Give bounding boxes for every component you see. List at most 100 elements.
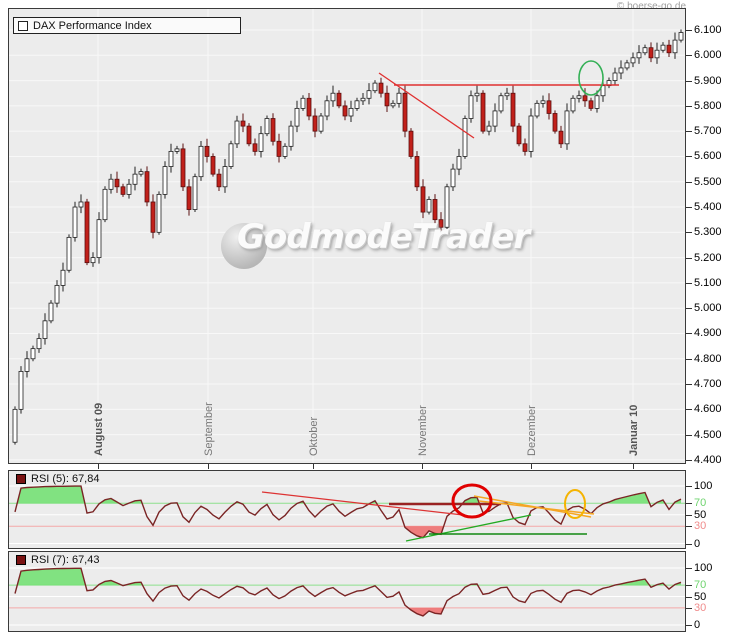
price-axis-tick [686, 434, 692, 436]
rsi-axis-label: 30 [694, 520, 707, 533]
month-axis-tick [208, 464, 209, 469]
price-axis-tick [686, 181, 692, 183]
price-axis-label: 4.700 [694, 378, 722, 391]
month-labels: August 09 September Oktober November Dezembe… [93, 402, 640, 456]
svg-text:Januar 10: Januar 10 [628, 405, 640, 456]
rsi-line [14, 485, 682, 539]
copyright-text: © boerse-go.de [616, 1, 686, 12]
rsi-axis-tick [686, 514, 692, 516]
legend-checkbox-icon[interactable] [18, 20, 28, 31]
price-axis-label: 5.400 [694, 201, 722, 214]
price-axis-tick [686, 308, 692, 310]
price-axis-tick [686, 358, 692, 360]
svg-text:Oktober: Oktober [308, 417, 320, 456]
price-axis-tick [686, 207, 692, 209]
month-axis-tick [422, 464, 423, 469]
svg-text:November: November [417, 405, 429, 456]
candlestick-chart: August 09 September Oktober November Dezembe… [9, 9, 685, 463]
rsi-axis-tick [686, 526, 692, 528]
price-axis-tick [686, 30, 692, 31]
rsi-overbought-fill [98, 580, 122, 586]
rsi-gridlines [9, 567, 685, 626]
month-axis-tick [313, 464, 314, 469]
rsi-axis-tick [686, 596, 692, 598]
price-axis-tick [686, 156, 692, 158]
price-axis-label: 5.800 [694, 99, 722, 112]
rsi5-legend: RSI (5): 67,84 [13, 472, 99, 486]
price-axis-label: 4.500 [694, 428, 722, 441]
price-axis-tick [686, 333, 692, 335]
rsi-axis-tick [686, 543, 692, 545]
price-axis-label: 5.200 [694, 251, 722, 264]
rsi-axis-label: 0 [694, 619, 701, 631]
rsi-axis-label: 0 [694, 537, 701, 550]
main-chart-panel: DAX Performance Index GodmodeTrader Augu… [8, 8, 686, 464]
rsi-overbought-fill [605, 492, 650, 504]
rsi-overbought-fill [17, 486, 85, 504]
main-legend: DAX Performance Index [13, 17, 241, 34]
price-axis-tick [686, 409, 692, 411]
rsi5-legend-swatch-icon [16, 474, 26, 484]
price-axis-tick [686, 384, 692, 386]
price-axis-label: 5.500 [694, 175, 722, 188]
rsi-axis-label: 70 [694, 497, 707, 510]
price-axis-tick [686, 459, 692, 461]
month-axis-tick [633, 464, 634, 469]
rsi7-chart [9, 567, 685, 626]
price-axis-tick [686, 257, 692, 259]
rsi-axis-tick [686, 607, 692, 609]
svg-text:Dezember: Dezember [526, 405, 538, 456]
candles-layer [12, 29, 684, 445]
price-axis-label: 5.600 [694, 150, 722, 163]
rsi-overbought-fill [99, 498, 120, 504]
price-axis-label: 5.300 [694, 226, 722, 239]
rsi-overbought-fill [17, 568, 86, 586]
month-axis-tick [98, 464, 99, 469]
rsi-line [14, 567, 682, 617]
rsi-overbought-fill [462, 497, 480, 504]
price-axis-label: 6.100 [694, 24, 722, 36]
svg-text:September: September [203, 402, 215, 456]
rsi-axis-tick [686, 486, 692, 487]
price-axis-tick [686, 282, 692, 284]
rsi7-legend-label: RSI (7): 67,43 [31, 554, 100, 566]
rsi5-legend-label: RSI (5): 67,84 [31, 473, 100, 485]
price-axis-label: 4.600 [694, 403, 722, 416]
price-axis-label: 4.800 [694, 352, 722, 365]
rsi-axis-tick [686, 568, 692, 569]
annotations [378, 60, 619, 139]
price-axis-tick [686, 80, 692, 82]
month-axis-tick [531, 464, 532, 469]
rsi5-chart [9, 483, 685, 544]
rsi5-panel: RSI (5): 67,84 [8, 470, 686, 549]
price-axis-tick [686, 105, 692, 107]
rsi-axis-tick [686, 503, 692, 505]
price-axis-label: 4.400 [694, 453, 722, 466]
price-axis-label: 5.900 [694, 74, 722, 87]
price-axis-tick [686, 55, 692, 57]
rsi7-panel: RSI (7): 67,43 [8, 551, 686, 632]
annotations [261, 483, 595, 542]
rsi7-legend-swatch-icon [16, 555, 26, 565]
price-axis-tick [686, 131, 692, 133]
rsi-axis-label: 50 [694, 590, 707, 603]
rsi7-legend: RSI (7): 67,43 [13, 553, 99, 567]
price-axis-label: 4.900 [694, 327, 722, 340]
price-axis-label: 6.000 [694, 49, 722, 62]
price-axis-label: 5.100 [694, 276, 722, 289]
price-axis-label: 5.000 [694, 302, 722, 315]
rsi-oversold-fill [408, 607, 444, 616]
rsi-axis-tick [686, 625, 692, 626]
rsi-axis-label: 50 [694, 508, 707, 521]
rsi-axis-label: 100 [694, 480, 713, 492]
rsi-axis-label: 70 [694, 579, 707, 592]
rsi-axis-tick [686, 585, 692, 587]
price-axis-tick [686, 232, 692, 234]
main-legend-label: DAX Performance Index [33, 19, 152, 32]
rsi-axis-label: 30 [694, 601, 707, 614]
rsi-axis-label: 100 [694, 562, 713, 574]
gridlines [9, 9, 685, 463]
svg-text:August 09: August 09 [93, 403, 105, 456]
price-axis-label: 5.700 [694, 125, 722, 138]
